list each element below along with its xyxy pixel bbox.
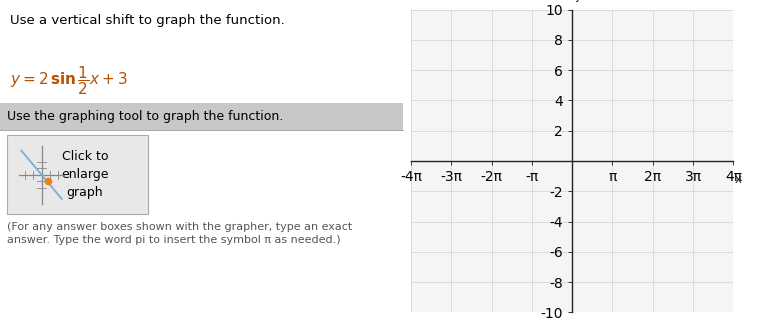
Text: Use the graphing tool to graph the function.: Use the graphing tool to graph the funct…	[7, 110, 283, 123]
Text: $y = 2\,\mathbf{sin}\,\dfrac{1}{2}x + 3$: $y = 2\,\mathbf{sin}\,\dfrac{1}{2}x + 3$	[10, 64, 128, 97]
Bar	[0, 103, 403, 130]
Text: Click to
enlarge
graph: Click to enlarge graph	[61, 150, 108, 199]
Bar	[7, 135, 148, 214]
Text: x: x	[734, 173, 741, 186]
Text: Use a vertical shift to graph the function.: Use a vertical shift to graph the functi…	[10, 14, 285, 27]
Text: y: y	[574, 0, 581, 2]
Text: (For any answer boxes shown with the grapher, type an exact
answer. Type the wor: (For any answer boxes shown with the gra…	[7, 222, 353, 245]
